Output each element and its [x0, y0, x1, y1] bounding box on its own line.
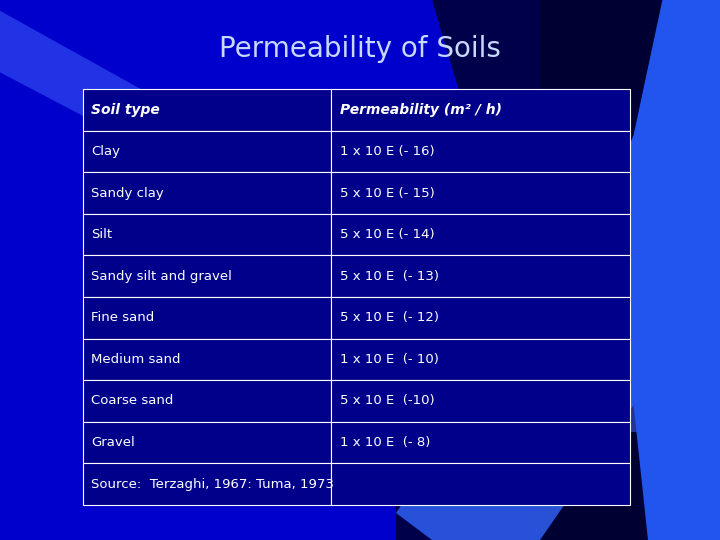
Bar [83, 131, 331, 172]
Text: Soil type: Soil type [91, 103, 160, 117]
Bar [331, 89, 630, 131]
Bar [83, 89, 331, 131]
Text: 5 x 10 E  (- 12): 5 x 10 E (- 12) [340, 311, 439, 325]
Bar [331, 339, 630, 380]
Bar [83, 339, 331, 380]
Bar [83, 380, 331, 422]
Bar [83, 422, 331, 463]
Polygon shape [540, 0, 720, 540]
Text: Medium sand: Medium sand [91, 353, 181, 366]
Bar [331, 463, 630, 505]
Text: 5 x 10 E  (- 13): 5 x 10 E (- 13) [340, 269, 439, 283]
Text: Coarse sand: Coarse sand [91, 394, 174, 408]
Text: 1 x 10 E (- 16): 1 x 10 E (- 16) [340, 145, 434, 158]
Text: Permeability of Soils: Permeability of Soils [219, 35, 501, 63]
Text: 1 x 10 E  (- 10): 1 x 10 E (- 10) [340, 353, 438, 366]
Bar [83, 297, 331, 339]
Text: 1 x 10 E  (- 8): 1 x 10 E (- 8) [340, 436, 431, 449]
Bar [331, 380, 630, 422]
Text: Silt: Silt [91, 228, 112, 241]
Bar [331, 297, 630, 339]
Bar [331, 422, 630, 463]
Polygon shape [576, 0, 720, 540]
Text: 5 x 10 E (- 15): 5 x 10 E (- 15) [340, 186, 435, 200]
Text: Gravel: Gravel [91, 436, 135, 449]
Text: Fine sand: Fine sand [91, 311, 155, 325]
Text: 5 x 10 E (- 14): 5 x 10 E (- 14) [340, 228, 434, 241]
Bar [83, 172, 331, 214]
Text: Permeability (m² / h): Permeability (m² / h) [340, 103, 502, 117]
Polygon shape [324, 0, 720, 540]
Bar [331, 255, 630, 297]
Text: Sandy silt and gravel: Sandy silt and gravel [91, 269, 233, 283]
Bar [83, 255, 331, 297]
Bar [331, 214, 630, 255]
Text: Clay: Clay [91, 145, 120, 158]
Text: Sandy clay: Sandy clay [91, 186, 164, 200]
Bar [331, 131, 630, 172]
Polygon shape [396, 297, 634, 540]
Polygon shape [0, 11, 648, 432]
Bar [83, 214, 331, 255]
Bar [83, 463, 331, 505]
Bar [331, 172, 630, 214]
Text: 5 x 10 E  (-10): 5 x 10 E (-10) [340, 394, 434, 408]
Text: Source:  Terzaghi, 1967: Tuma, 1973: Source: Terzaghi, 1967: Tuma, 1973 [91, 477, 334, 491]
